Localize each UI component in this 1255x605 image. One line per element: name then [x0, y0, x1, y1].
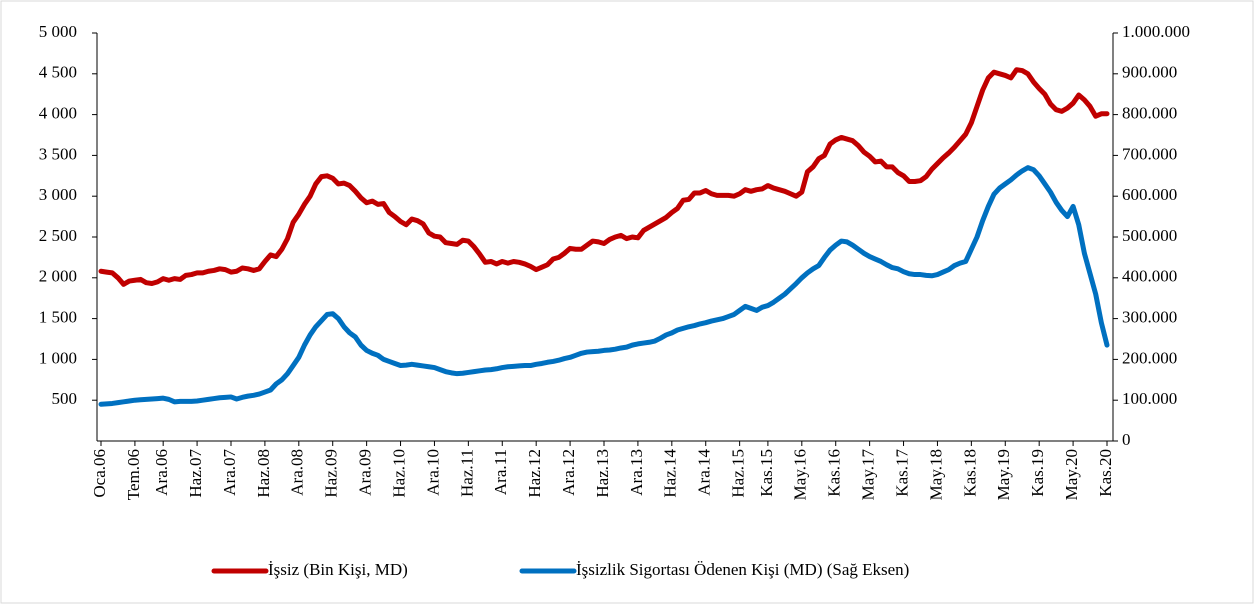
y2-tick-label: 800.000 — [1122, 104, 1177, 123]
series-line — [98, 67, 1110, 287]
x-tick-label: Haz.15 — [729, 449, 748, 498]
y-tick-label: 2 500 — [39, 226, 77, 245]
y-tick-label: 4 000 — [39, 104, 77, 123]
y2-tick-label: 700.000 — [1122, 144, 1177, 163]
y-tick-label: 3 000 — [39, 185, 77, 204]
x-tick-label: Ara.09 — [356, 449, 375, 496]
x-tick-label: Haz.12 — [525, 449, 544, 498]
x-tick-label: May.19 — [994, 449, 1013, 500]
y2-tick-label: 1.000.000 — [1122, 22, 1190, 41]
x-tick-label: Ara.14 — [695, 449, 714, 496]
x-tick-label: Ara.13 — [627, 449, 646, 496]
x-tick-label: Kas.19 — [1028, 449, 1047, 497]
x-tick-label: Ara.06 — [152, 449, 171, 496]
x-tick-label: Ara.10 — [423, 449, 442, 496]
x-tick-label: Haz.08 — [254, 449, 273, 498]
x-tick-label: Haz.09 — [322, 449, 341, 498]
x-tick-label: Ara.12 — [559, 449, 578, 496]
y-tick-label: 4 500 — [39, 63, 77, 82]
x-tick-label: Haz.11 — [457, 449, 476, 497]
y-tick-label: 500 — [52, 389, 78, 408]
x-tick-label: Ara.07 — [220, 449, 239, 496]
x-tick-label: Ara.11 — [491, 449, 510, 495]
y-tick-label: 2 000 — [39, 267, 77, 286]
y2-tick-label: 300.000 — [1122, 308, 1177, 327]
legend-label: İşsiz (Bin Kişi, MD) — [268, 560, 408, 579]
y2-tick-label: 100.000 — [1122, 389, 1177, 408]
x-tick-label: Tem.06 — [124, 449, 143, 500]
y2-tick-label: 200.000 — [1122, 348, 1177, 367]
x-tick-label: Kas.17 — [892, 449, 911, 497]
x-tick-label: Haz.10 — [389, 449, 408, 498]
x-tick-label: May.20 — [1062, 449, 1081, 500]
y2-tick-label: 500.000 — [1122, 226, 1177, 245]
x-tick-label: May.17 — [859, 449, 878, 501]
x-tick-label: May.18 — [926, 449, 945, 500]
x-tick-label: Haz.07 — [186, 449, 205, 498]
x-tick-label: May.16 — [791, 449, 810, 500]
y-tick-label: 1 000 — [39, 348, 77, 367]
y-tick-label: 1 500 — [39, 308, 77, 327]
y-tick-label: 3 500 — [39, 144, 77, 163]
x-tick-label: Kas.20 — [1096, 449, 1115, 497]
x-tick-label: Haz.14 — [661, 449, 680, 498]
y-tick-label: 5 000 — [39, 22, 77, 41]
x-tick-label: Kas.15 — [757, 449, 776, 497]
series-line — [98, 165, 1110, 407]
y2-tick-label: 400.000 — [1122, 267, 1177, 286]
y2-tick-label: 600.000 — [1122, 185, 1177, 204]
x-tick-label: Kas.16 — [825, 449, 844, 497]
x-tick-label: Kas.18 — [960, 449, 979, 497]
x-tick-label: Oca.06 — [90, 449, 109, 498]
legend-label: İşsizlik Sigortası Ödenen Kişi (MD) (Sağ… — [576, 560, 909, 579]
x-tick-label: Ara.08 — [288, 449, 307, 496]
y2-tick-label: 0 — [1122, 430, 1131, 449]
y2-tick-label: 900.000 — [1122, 63, 1177, 82]
x-tick-label: Haz.13 — [593, 449, 612, 498]
